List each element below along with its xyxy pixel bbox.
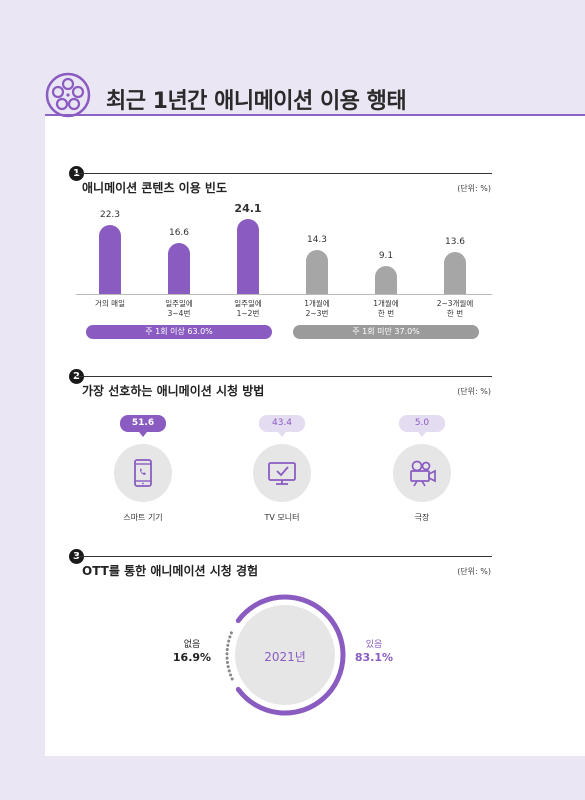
page-title: 최근 1년간 애니메이션 이용 행태 <box>106 89 407 114</box>
method-label-smart: 스마트 기기 <box>123 513 163 522</box>
bar-2 <box>237 219 259 294</box>
bar-3 <box>306 249 328 294</box>
bar-4 <box>375 265 397 294</box>
bar-category-label-1: 일주일에 3~4번 <box>165 299 193 318</box>
ott-no-value: 16.9% <box>172 651 212 664</box>
group-pill-less-than-weekly: 주 1회 미만 37.0% <box>293 325 479 339</box>
method-value-tv: 43.4 <box>271 418 293 428</box>
chart-baseline <box>76 294 492 295</box>
method-value-badge-theater: 5.0 <box>399 415 445 437</box>
bar-value-label-0: 22.3 <box>99 209 121 220</box>
bubble-tail <box>418 432 426 437</box>
ott-yes-label: 있음 <box>365 640 383 650</box>
bar-1 <box>168 242 190 294</box>
bar-category-label-2: 일주일에 1~2번 <box>234 299 262 318</box>
smartphone-icon <box>134 459 152 487</box>
bar-value-label-3: 14.3 <box>306 234 328 245</box>
bubble-tail <box>278 432 286 437</box>
section-2-title: 가장 선호하는 애니메이션 시청 방법 <box>82 384 265 398</box>
bar-value-label-5: 13.6 <box>444 236 466 247</box>
method-label-theater: 극장 <box>414 513 430 522</box>
section-2-rule <box>76 376 492 377</box>
movie-camera-icon <box>410 460 436 487</box>
group-pill-weekly: 주 1회 이상 63.0% <box>86 325 272 339</box>
section-3-rule <box>76 556 492 557</box>
ott-donut-chart <box>225 594 346 716</box>
section-1-unit: (단위: %) <box>457 184 491 193</box>
tv-monitor-icon <box>268 462 296 485</box>
bar-value-label-1: 16.6 <box>168 227 190 238</box>
bar-category-label-4: 1개월에 한 번 <box>373 299 399 318</box>
donut-arc-yes <box>235 594 346 716</box>
bubble-tail <box>139 432 147 437</box>
header-underline <box>45 114 585 116</box>
section-3-unit: (단위: %) <box>457 567 491 576</box>
bar-category-label-5: 2~3개월에 한 번 <box>436 299 474 318</box>
film-reel-icon <box>45 72 91 118</box>
tv-monitor-icon-circle <box>253 444 311 502</box>
method-value-smart: 51.6 <box>131 418 155 428</box>
smartphone-icon-circle <box>114 444 172 502</box>
movie-camera-icon-circle <box>393 444 451 502</box>
donut-center-disc <box>235 605 335 705</box>
section-1-rule <box>76 173 492 174</box>
bar-value-label-4: 9.1 <box>378 250 394 261</box>
method-value-theater: 5.0 <box>414 418 430 428</box>
bar-0 <box>99 224 121 294</box>
method-value-badge-tv: 43.4 <box>259 415 305 437</box>
section-2-unit: (단위: %) <box>457 387 491 396</box>
method-label-tv: TV 모니터 <box>264 513 300 522</box>
bar-5 <box>444 251 466 294</box>
section-3-title: OTT를 통한 애니메이션 시청 경험 <box>82 564 259 578</box>
section-1-title: 애니메이션 콘텐츠 이용 빈도 <box>82 181 228 195</box>
method-value-badge-smart: 51.6 <box>120 415 166 437</box>
bar-category-label-3: 1개월에 2~3번 <box>304 299 330 318</box>
ott-no-label: 없음 <box>183 640 201 650</box>
bar-value-label-2: 24.1 <box>234 202 262 216</box>
donut-arc-no <box>225 629 234 681</box>
ott-yes-value: 83.1% <box>354 651 394 664</box>
bar-category-label-0: 거의 매일 <box>95 299 125 308</box>
donut-center-label: 2021년 <box>264 650 306 664</box>
